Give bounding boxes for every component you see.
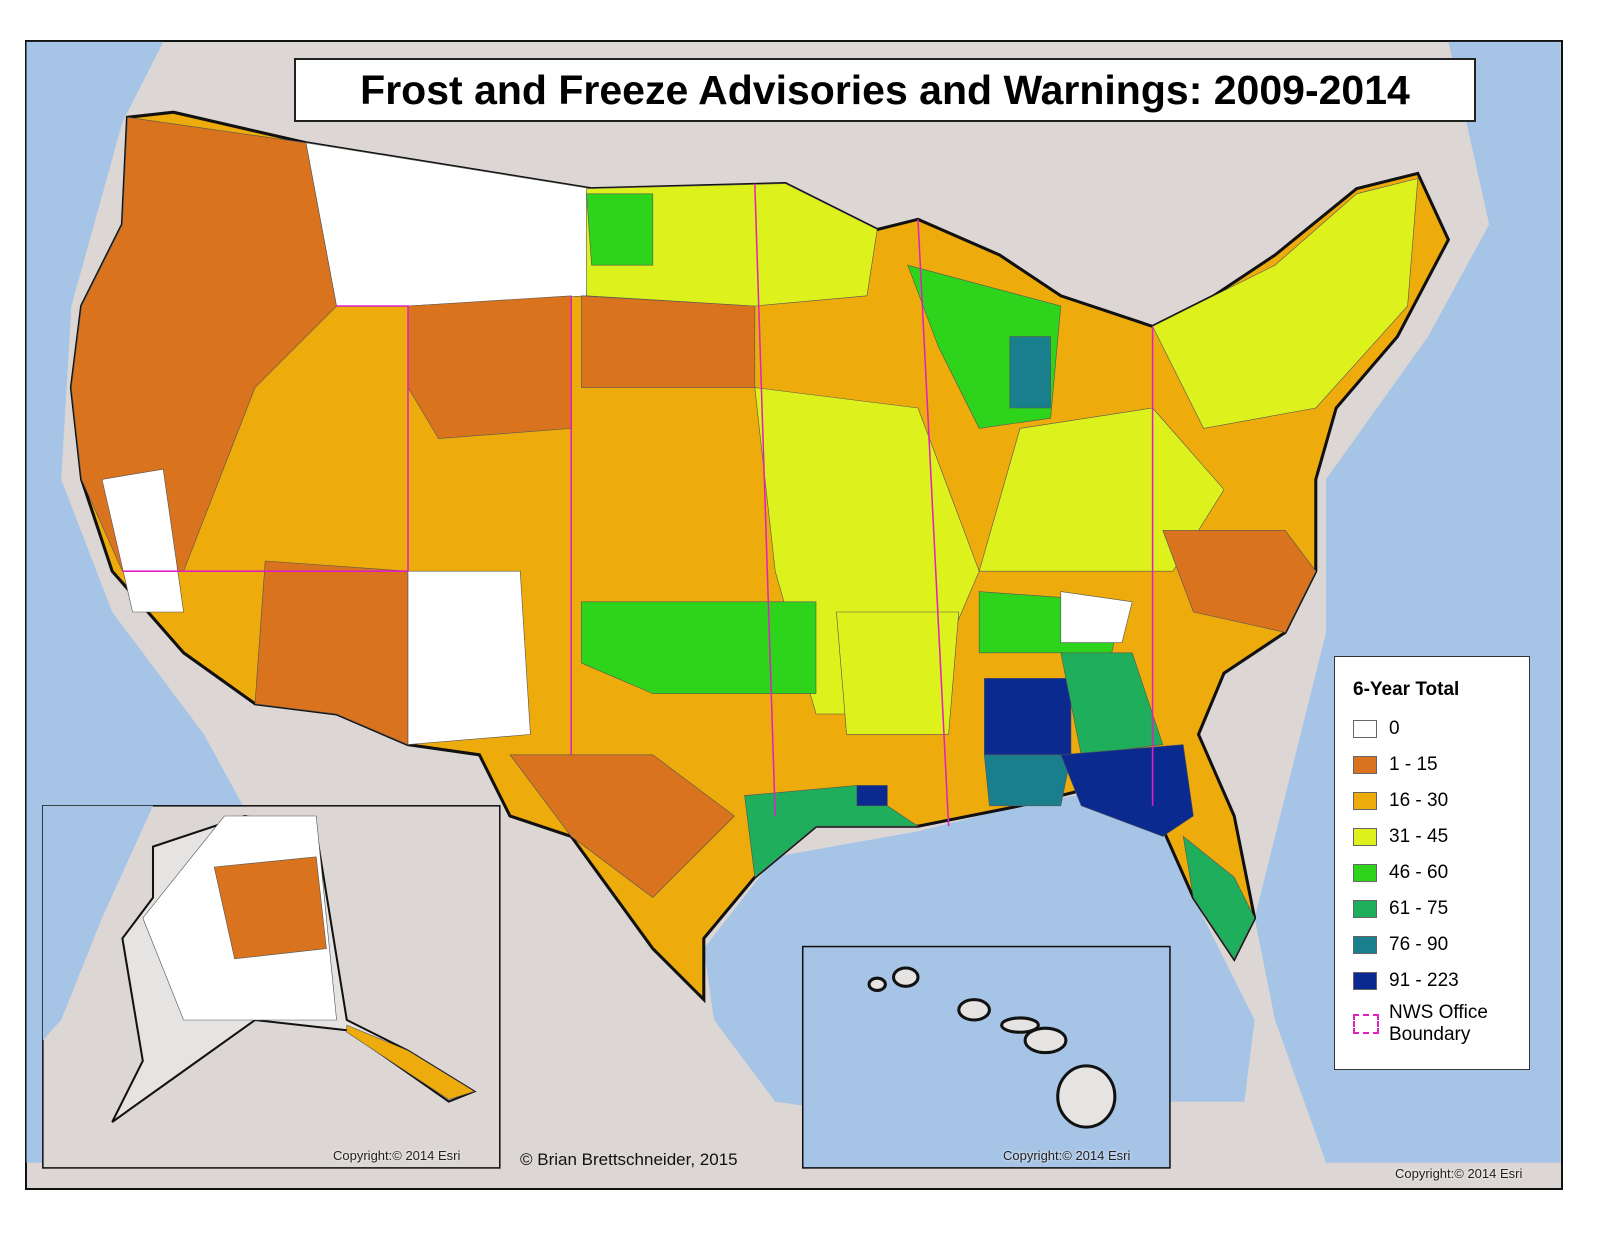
region — [1009, 336, 1051, 409]
alaska-ocean — [42, 805, 154, 1041]
copyright: Copyright:© 2014 Esri — [1003, 1148, 1131, 1163]
region — [1060, 744, 1194, 837]
copyright: Copyright:© 2014 Esri — [333, 1148, 461, 1163]
author-credit: © Brian Brettschneider, 2015 — [520, 1150, 738, 1169]
region — [1152, 178, 1419, 429]
legend-swatch — [1353, 720, 1377, 738]
copyright: Copyright:© 2014 Esri — [1395, 1166, 1523, 1181]
legend-swatch — [1353, 756, 1377, 774]
legend-item: 0 — [1353, 711, 1529, 747]
region — [346, 1024, 476, 1100]
legend-swatch — [1353, 900, 1377, 918]
legend-item: 91 - 223 — [1353, 963, 1529, 999]
legend: 6-Year Total 0 1 - 15 16 - 30 31 - 45 46 - 6… — [1334, 656, 1530, 1070]
legend-label: 76 - 90 — [1389, 934, 1449, 955]
legend-label: 31 - 45 — [1389, 826, 1449, 847]
legend-label: 0 — [1389, 718, 1400, 739]
region — [581, 601, 817, 694]
region — [1162, 530, 1317, 633]
legend-label: 61 - 75 — [1389, 898, 1449, 919]
region — [983, 754, 1072, 807]
region — [509, 754, 735, 899]
legend-swatch — [1353, 792, 1377, 810]
legend-label: 46 - 60 — [1389, 862, 1449, 883]
region — [254, 560, 409, 746]
region — [1182, 835, 1255, 960]
legend-item: 46 - 60 — [1353, 855, 1529, 891]
region — [1060, 591, 1133, 643]
region — [744, 785, 920, 878]
region — [856, 785, 888, 807]
region — [586, 193, 654, 266]
region — [983, 677, 1072, 756]
legend-item: 1 - 15 — [1353, 747, 1529, 783]
region — [101, 468, 184, 613]
region — [586, 183, 878, 307]
hawaii-inset — [801, 945, 1171, 1169]
map-title: Frost and Freeze Advisories and Warnings… — [294, 58, 1476, 122]
legend-label: NWS Office Boundary — [1389, 1002, 1488, 1045]
region — [836, 611, 960, 735]
region — [213, 856, 327, 960]
region — [407, 295, 572, 439]
legend-item: 76 - 90 — [1353, 927, 1529, 963]
legend-item: 61 - 75 — [1353, 891, 1529, 927]
legend-swatch — [1353, 864, 1377, 882]
legend-swatch — [1353, 936, 1377, 954]
legend-label: 91 - 223 — [1389, 970, 1459, 991]
legend-item: 31 - 45 — [1353, 819, 1529, 855]
hawaii-islands — [867, 966, 1117, 1129]
legend-swatch — [1353, 972, 1377, 990]
legend-item: NWS Office Boundary — [1353, 999, 1529, 1049]
legend-label: 1 - 15 — [1389, 754, 1438, 775]
nws-boundary — [122, 183, 1154, 827]
legend-item: 16 - 30 — [1353, 783, 1529, 819]
legend-boundary-symbol — [1353, 1014, 1379, 1034]
legend-swatch — [1353, 828, 1377, 846]
legend-title: 6-Year Total — [1353, 679, 1460, 700]
legend-label: 16 - 30 — [1389, 790, 1449, 811]
region — [581, 295, 756, 388]
region — [407, 570, 531, 745]
region-layer — [71, 116, 1419, 1100]
region — [1060, 652, 1164, 756]
